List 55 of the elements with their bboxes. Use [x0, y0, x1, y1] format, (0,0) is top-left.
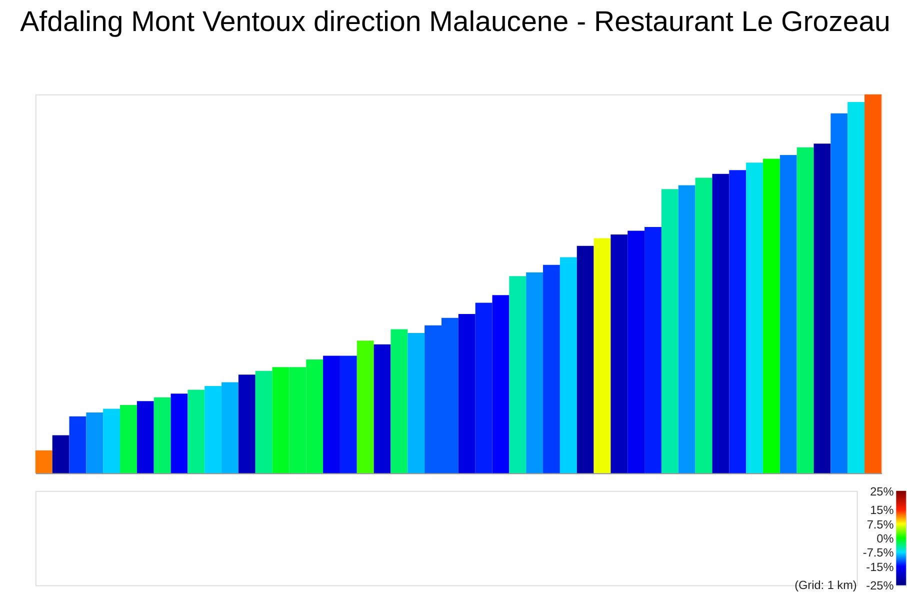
bar [610, 234, 628, 474]
bar [848, 102, 865, 474]
bar [86, 412, 104, 474]
bar [458, 314, 476, 474]
bar [222, 382, 238, 474]
bar [543, 264, 560, 474]
bar [52, 435, 70, 474]
bar [170, 394, 188, 474]
bar [374, 344, 391, 474]
bar [594, 238, 611, 474]
bar [154, 397, 171, 474]
bar [69, 416, 86, 474]
bar [560, 257, 577, 474]
bar [814, 144, 831, 474]
bar [695, 178, 712, 474]
color-bar-label: 15% [870, 503, 894, 518]
color-bar-label: 0% [876, 531, 894, 546]
color-bar-label: 25% [870, 484, 894, 498]
bar [864, 94, 882, 474]
bar [796, 147, 814, 474]
bar [136, 401, 154, 474]
bar [272, 367, 290, 474]
bar [746, 162, 763, 474]
bar [188, 390, 205, 474]
bar [475, 302, 492, 474]
bar [35, 450, 52, 474]
bar [340, 356, 357, 474]
bar [408, 332, 425, 474]
bar [644, 226, 662, 474]
bar [509, 276, 526, 474]
bar [390, 329, 408, 474]
bar [238, 374, 256, 474]
bar [576, 246, 594, 474]
bar [628, 230, 645, 474]
bar [323, 356, 340, 474]
color-bar-label: 7.5% [866, 517, 894, 532]
bar [661, 189, 678, 474]
bar [255, 370, 272, 474]
chart-title: Afdaling Mont Ventoux direction Malaucene - Restaurant Le Grozeau [20, 6, 890, 38]
color-bar-label: -15% [866, 560, 894, 574]
bar [678, 185, 696, 474]
text: (Grid: 1 km) [794, 578, 857, 592]
bar [830, 113, 848, 474]
bar [492, 295, 510, 474]
bar [712, 174, 730, 474]
bar [120, 404, 137, 474]
bar [356, 340, 374, 474]
bar [762, 158, 780, 474]
bar [729, 170, 746, 474]
color-bar-label: -25% [866, 578, 894, 593]
bar [103, 408, 120, 474]
bar [780, 154, 797, 474]
bar [526, 272, 544, 474]
bar [204, 386, 222, 474]
color-bar-label: -7.5% [862, 546, 894, 560]
